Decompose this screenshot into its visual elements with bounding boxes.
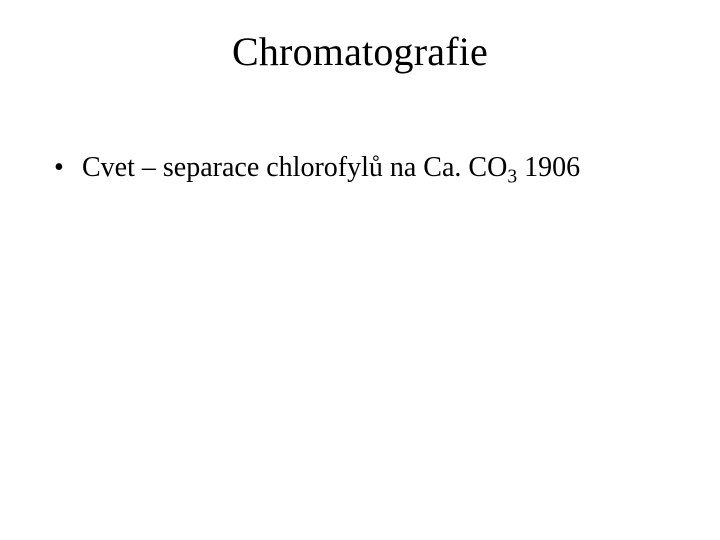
bullet-subscript: 3: [507, 167, 517, 188]
slide-title: Chromatografie: [0, 28, 720, 75]
bullet-item: • Cvet – separace chlorofylů na Ca. CO3 …: [54, 150, 666, 185]
slide-body: • Cvet – separace chlorofylů na Ca. CO3 …: [54, 150, 666, 185]
slide: Chromatografie • Cvet – separace chlorof…: [0, 0, 720, 540]
bullet-text-pre: Cvet – separace chlorofylů na Ca. CO: [82, 152, 507, 183]
bullet-text: Cvet – separace chlorofylů na Ca. CO3 19…: [82, 150, 666, 185]
bullet-text-post: 1906: [517, 152, 580, 183]
bullet-marker-icon: •: [54, 150, 82, 185]
